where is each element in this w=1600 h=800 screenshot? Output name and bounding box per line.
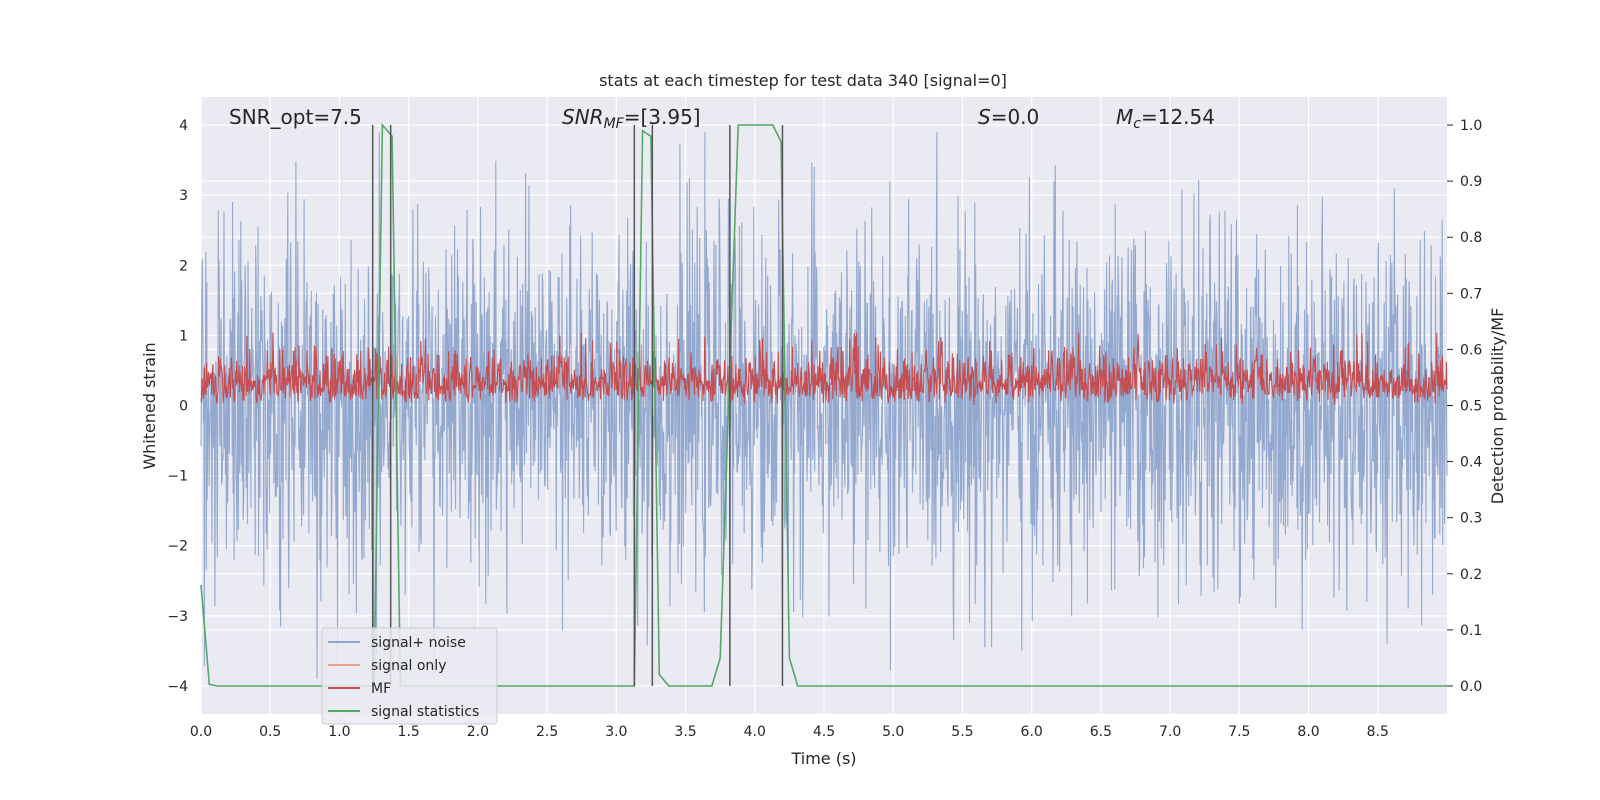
y-right-tick-label: 0.9 <box>1460 174 1482 190</box>
y-right-tick-label: 0.4 <box>1460 455 1482 471</box>
x-tick-label: 2.0 <box>467 724 489 740</box>
y-left-tick-label: −1 <box>167 469 188 485</box>
y-right-tick-label: 0.7 <box>1460 286 1482 302</box>
y-left-tick-label: 4 <box>179 118 188 134</box>
x-tick-label: 4.0 <box>744 724 766 740</box>
series-signal-statistics <box>200 122 1447 687</box>
x-tick-label: 8.5 <box>1367 724 1389 740</box>
series-mf <box>200 332 1448 405</box>
y-axis-right: 0.0 0.1 0.2 0.3 0.4 0.5 0.6 0.7 0.8 0.9 1.0 <box>1447 118 1482 695</box>
x-tick-label: 1.0 <box>328 724 350 740</box>
legend: signal+ noise signal only MF signal statist… <box>321 627 498 725</box>
y-left-tick-label: −4 <box>167 679 188 695</box>
y-left-tick-label: 2 <box>179 258 188 274</box>
annotation-snr-opt: SNR_opt=7.5 <box>229 105 362 129</box>
legend-label-1: signal only <box>371 658 446 674</box>
y-right-tick-label: 0.3 <box>1460 511 1482 527</box>
y-right-tick-label: 0.8 <box>1460 230 1482 246</box>
y-left-tick-label: −2 <box>167 539 188 555</box>
series-signal-noise <box>200 132 1448 679</box>
x-tick-label: 7.5 <box>1228 724 1250 740</box>
x-tick-label: 8.0 <box>1297 724 1319 740</box>
x-tick-label: 7.0 <box>1159 724 1181 740</box>
y-axis-left: −4 −3 −2 −1 0 1 2 3 4 <box>167 118 188 695</box>
annotation-s: S=0.0 <box>978 105 1039 129</box>
x-axis: 0.0 0.5 1.0 1.5 2.0 2.5 3.0 3.5 4.0 4.5 5.0 5.5 6.0 6… <box>190 724 1389 740</box>
legend-box <box>321 627 498 725</box>
x-tick-label: 6.5 <box>1090 724 1112 740</box>
annotation-mc: Mc=12.54 <box>1116 105 1215 132</box>
x-axis-label: Time (s) <box>790 749 856 768</box>
x-tick-label: 6.0 <box>1021 724 1043 740</box>
annotation-snr-mf: SNRMF=[3.95] <box>562 105 701 132</box>
x-tick-label: 3.5 <box>674 724 696 740</box>
legend-label-0: signal+ noise <box>371 635 466 651</box>
y-right-tick-label: 0.6 <box>1460 342 1482 358</box>
x-tick-label: 5.0 <box>882 724 904 740</box>
y-left-tick-label: −3 <box>167 609 188 625</box>
y-right-tick-label: 0.5 <box>1460 399 1482 415</box>
y-left-tick-label: 3 <box>179 188 188 204</box>
y-axis-left-label: Whitened strain <box>140 342 159 469</box>
y-axis-right-label: Detection probability/MF <box>1488 308 1507 505</box>
x-tick-label: 3.0 <box>605 724 627 740</box>
x-tick-label: 0.5 <box>259 724 281 740</box>
y-left-tick-label: 1 <box>179 328 188 344</box>
legend-label-2: MF <box>371 681 391 697</box>
x-tick-label: 0.0 <box>190 724 212 740</box>
chart-title: stats at each timestep for test data 340… <box>599 71 1007 90</box>
vertical-markers <box>371 125 784 686</box>
y-right-tick-label: 0.2 <box>1460 567 1482 583</box>
x-tick-label: 4.5 <box>813 724 835 740</box>
legend-label-3: signal statistics <box>371 704 479 720</box>
x-tick-label: 1.5 <box>398 724 420 740</box>
y-right-tick-label: 0.1 <box>1460 623 1482 639</box>
y-left-tick-label: 0 <box>179 399 188 415</box>
x-tick-label: 2.5 <box>536 724 558 740</box>
y-right-tick-label: 1.0 <box>1460 118 1482 134</box>
y-right-tick-label: 0.0 <box>1460 679 1482 695</box>
x-tick-label: 5.5 <box>951 724 973 740</box>
series-layer <box>200 122 1448 687</box>
